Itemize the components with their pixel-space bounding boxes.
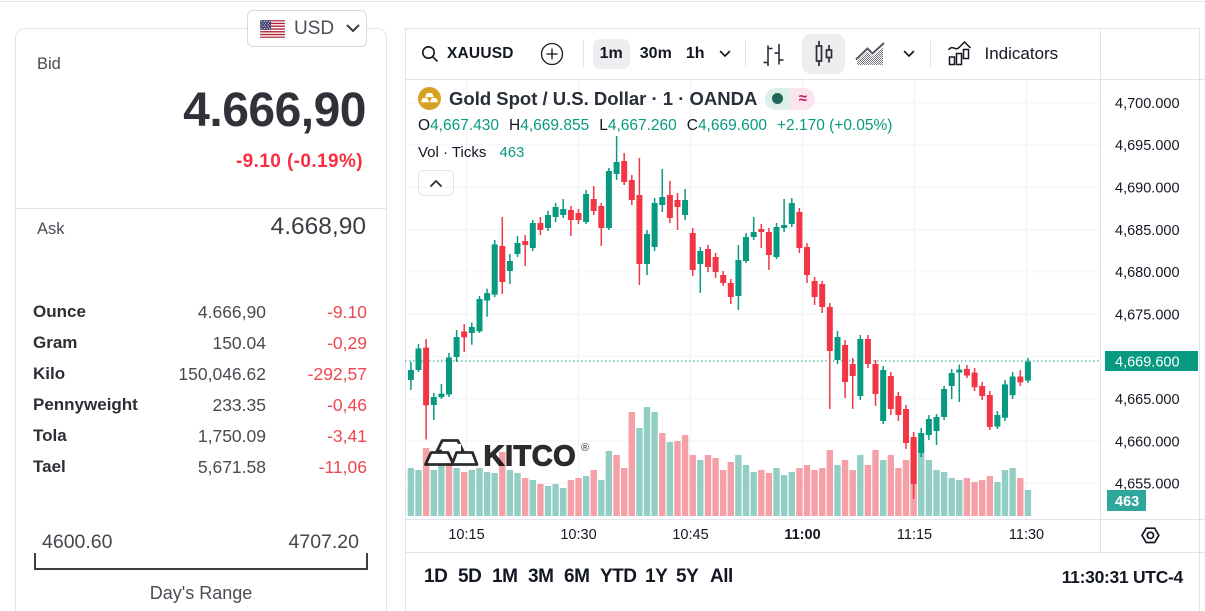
svg-text:4,660.000: 4,660.000 bbox=[1115, 434, 1180, 450]
svg-text:10:30: 10:30 bbox=[560, 527, 596, 543]
svg-text:11:30: 11:30 bbox=[1009, 527, 1044, 543]
svg-text:11:15: 11:15 bbox=[897, 527, 932, 543]
svg-text:4,695.000: 4,695.000 bbox=[1115, 138, 1180, 154]
svg-text:4,680.000: 4,680.000 bbox=[1115, 265, 1180, 281]
svg-text:4,675.000: 4,675.000 bbox=[1115, 307, 1180, 323]
svg-text:4,690.000: 4,690.000 bbox=[1115, 181, 1180, 197]
svg-text:4,655.000: 4,655.000 bbox=[1115, 477, 1180, 493]
svg-text:4,669.600: 4,669.600 bbox=[1115, 355, 1180, 371]
svg-text:®: ® bbox=[581, 442, 589, 454]
svg-text:10:15: 10:15 bbox=[448, 527, 484, 543]
svg-text:463: 463 bbox=[1115, 494, 1139, 510]
svg-text:11:00: 11:00 bbox=[784, 527, 820, 543]
svg-text:10:45: 10:45 bbox=[672, 527, 708, 543]
svg-text:4,665.000: 4,665.000 bbox=[1115, 392, 1180, 408]
svg-text:KITCO: KITCO bbox=[484, 441, 577, 473]
svg-text:4,700.000: 4,700.000 bbox=[1115, 96, 1180, 112]
svg-text:4,685.000: 4,685.000 bbox=[1115, 223, 1180, 239]
